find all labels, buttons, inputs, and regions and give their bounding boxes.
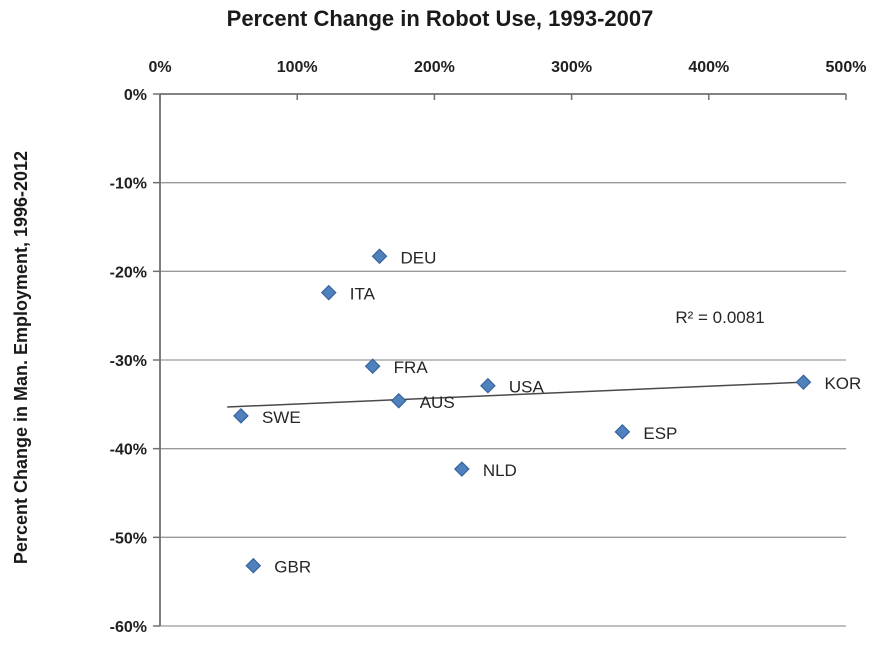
data-point-swe	[233, 408, 249, 424]
r-squared-annotation: R² = 0.0081	[675, 308, 765, 327]
y-tick-label: -30%	[110, 353, 147, 370]
data-point-kor	[795, 374, 812, 391]
x-tick-label: 400%	[688, 59, 729, 76]
data-point-label-nld: NLD	[483, 461, 517, 480]
data-point-usa	[480, 377, 496, 394]
x-tick-label: 100%	[277, 59, 318, 76]
x-tick-label: 300%	[551, 59, 592, 76]
y-tick-label: -20%	[110, 264, 147, 281]
data-point-aus	[390, 392, 407, 409]
data-point-esp	[614, 423, 631, 440]
y-tick-label: -50%	[110, 530, 147, 547]
data-point-label-gbr: GBR	[274, 558, 311, 577]
data-point-label-deu: DEU	[401, 248, 437, 267]
x-tick-label: 500%	[826, 59, 867, 76]
data-point-label-kor: KOR	[824, 374, 861, 393]
data-point-deu	[371, 248, 388, 265]
data-point-fra	[364, 358, 381, 375]
data-point-nld	[453, 461, 470, 477]
chart-title: Percent Change in Robot Use, 1993-2007	[226, 6, 654, 31]
data-point-label-ita: ITA	[350, 285, 376, 304]
data-point-label-usa: USA	[509, 378, 545, 397]
x-tick-label: 0%	[148, 59, 171, 76]
data-point-label-swe: SWE	[262, 408, 301, 427]
data-point-label-esp: ESP	[643, 424, 677, 443]
data-point-gbr	[245, 557, 262, 574]
data-point-label-fra: FRA	[394, 358, 429, 377]
y-tick-label: -40%	[110, 442, 147, 459]
data-point-label-aus: AUS	[420, 393, 455, 412]
y-tick-label: 0%	[124, 87, 147, 104]
x-tick-label: 200%	[414, 59, 455, 76]
y-tick-label: -10%	[110, 176, 147, 193]
trend-line	[227, 381, 804, 408]
y-tick-label: -60%	[110, 619, 147, 636]
data-point-ita	[320, 284, 337, 301]
